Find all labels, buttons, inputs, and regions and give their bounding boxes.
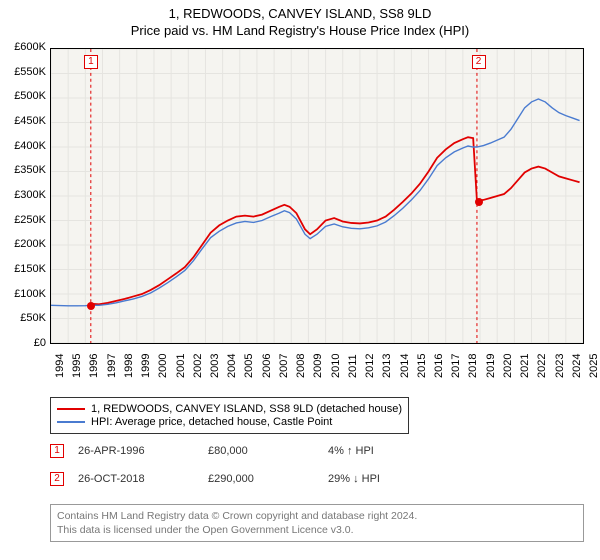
- credit-line-1: Contains HM Land Registry data © Crown c…: [57, 509, 577, 523]
- legend-item: 1, REDWOODS, CANVEY ISLAND, SS8 9LD (det…: [57, 403, 402, 415]
- x-tick-label: 2004: [226, 354, 238, 378]
- x-tick-label: 2005: [243, 354, 255, 378]
- x-tick-label: 1997: [106, 354, 118, 378]
- x-tick-label: 2003: [209, 354, 221, 378]
- credit-box: Contains HM Land Registry data © Crown c…: [50, 504, 584, 542]
- x-tick-label: 2009: [312, 354, 324, 378]
- x-tick-label: 2025: [588, 354, 600, 378]
- sale-date: 26-APR-1996: [78, 445, 208, 457]
- sale-price: £290,000: [208, 473, 328, 485]
- y-tick-label: £350K: [6, 164, 46, 176]
- x-tick-label: 2015: [416, 354, 428, 378]
- legend: 1, REDWOODS, CANVEY ISLAND, SS8 9LD (det…: [50, 397, 409, 434]
- legend-swatch: [57, 421, 85, 423]
- y-tick-label: £50K: [6, 312, 46, 324]
- sale-price: £80,000: [208, 445, 328, 457]
- x-tick-label: 2000: [157, 354, 169, 378]
- chart-container: 1, REDWOODS, CANVEY ISLAND, SS8 9LD Pric…: [0, 0, 600, 560]
- sale-row: 2 26-OCT-2018£290,00029% ↓ HPI: [50, 472, 448, 486]
- x-tick-label: 2006: [261, 354, 273, 378]
- chart-subtitle: Price paid vs. HM Land Registry's House …: [0, 21, 600, 38]
- y-tick-label: £0: [6, 337, 46, 349]
- x-tick-label: 1998: [123, 354, 135, 378]
- legend-item: HPI: Average price, detached house, Cast…: [57, 416, 402, 428]
- x-tick-label: 2010: [330, 354, 342, 378]
- x-tick-label: 1994: [54, 354, 66, 378]
- x-tick-label: 2022: [536, 354, 548, 378]
- y-tick-label: £450K: [6, 115, 46, 127]
- x-tick-label: 2008: [295, 354, 307, 378]
- y-tick-label: £500K: [6, 90, 46, 102]
- x-tick-label: 2012: [364, 354, 376, 378]
- x-tick-label: 2019: [485, 354, 497, 378]
- x-tick-label: 2014: [399, 354, 411, 378]
- y-tick-label: £250K: [6, 214, 46, 226]
- y-tick-label: £150K: [6, 263, 46, 275]
- y-tick-label: £200K: [6, 238, 46, 250]
- y-tick-label: £100K: [6, 288, 46, 300]
- sale-marker-box: 2: [472, 55, 486, 69]
- y-tick-label: £550K: [6, 66, 46, 78]
- sale-marker-box: 1: [84, 55, 98, 69]
- x-tick-label: 2017: [450, 354, 462, 378]
- x-tick-label: 1995: [71, 354, 83, 378]
- x-tick-label: 2024: [571, 354, 583, 378]
- plot-area: 12: [50, 48, 584, 344]
- sale-row: 1 26-APR-1996£80,0004% ↑ HPI: [50, 444, 448, 458]
- sale-pct: 29% ↓ HPI: [328, 473, 448, 485]
- x-tick-label: 2007: [278, 354, 290, 378]
- x-tick-label: 1996: [88, 354, 100, 378]
- x-tick-label: 2016: [433, 354, 445, 378]
- sale-pct: 4% ↑ HPI: [328, 445, 448, 457]
- legend-label: 1, REDWOODS, CANVEY ISLAND, SS8 9LD (det…: [91, 403, 402, 415]
- x-tick-label: 2021: [519, 354, 531, 378]
- chart-svg: [51, 49, 583, 343]
- x-tick-label: 2011: [347, 354, 359, 378]
- credit-line-2: This data is licensed under the Open Gov…: [57, 523, 577, 537]
- sale-marker-dot: [87, 302, 95, 310]
- y-tick-label: £300K: [6, 189, 46, 201]
- legend-swatch: [57, 408, 85, 410]
- y-tick-label: £400K: [6, 140, 46, 152]
- x-tick-label: 2020: [502, 354, 514, 378]
- sale-date: 26-OCT-2018: [78, 473, 208, 485]
- x-tick-label: 2013: [381, 354, 393, 378]
- chart-title: 1, REDWOODS, CANVEY ISLAND, SS8 9LD: [0, 0, 600, 21]
- x-tick-label: 2002: [192, 354, 204, 378]
- y-tick-label: £600K: [6, 41, 46, 53]
- sale-marker-dot: [475, 198, 483, 206]
- x-tick-label: 2023: [554, 354, 566, 378]
- x-tick-label: 2018: [467, 354, 479, 378]
- sale-row-marker: 1: [50, 444, 64, 458]
- legend-label: HPI: Average price, detached house, Cast…: [91, 416, 332, 428]
- x-tick-label: 2001: [175, 354, 187, 378]
- sale-row-marker: 2: [50, 472, 64, 486]
- x-tick-label: 1999: [140, 354, 152, 378]
